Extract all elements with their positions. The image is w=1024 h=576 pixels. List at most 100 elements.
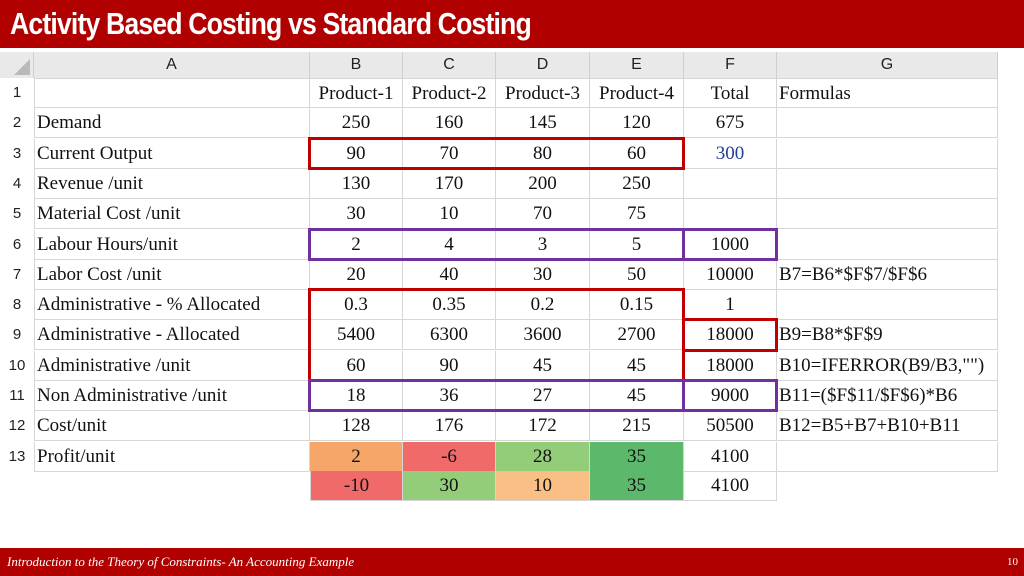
row-header-2[interactable]: 2 — [0, 108, 34, 139]
cell-e11[interactable]: 45 — [590, 381, 684, 411]
cell-d3[interactable]: 80 — [496, 138, 590, 169]
cell-c10[interactable]: 90 — [403, 350, 496, 381]
cell-a11[interactable]: Non Administrative /unit — [34, 381, 310, 411]
cell-c7[interactable]: 40 — [403, 259, 496, 290]
cell-g2[interactable] — [777, 108, 998, 139]
cell-g3[interactable] — [777, 138, 998, 169]
cell-e1[interactable]: Product-4 — [590, 78, 684, 108]
cell-a4[interactable]: Revenue /unit — [34, 168, 310, 199]
cell-c6[interactable]: 4 — [403, 229, 496, 260]
cell-f5[interactable] — [684, 199, 777, 230]
cell-d7[interactable]: 30 — [496, 259, 590, 290]
cell-e10[interactable]: 45 — [590, 350, 684, 381]
extra-row-cell-e[interactable]: 35 — [590, 470, 684, 501]
cell-a9[interactable]: Administrative - Allocated — [34, 320, 310, 351]
cell-c5[interactable]: 10 — [403, 199, 496, 230]
cell-d8[interactable]: 0.2 — [496, 290, 590, 321]
row-header-12[interactable]: 12 — [0, 411, 34, 442]
column-header-b[interactable]: B — [310, 52, 403, 78]
cell-f7[interactable]: 10000 — [684, 259, 777, 290]
cell-d9[interactable]: 3600 — [496, 320, 590, 351]
row-header-13[interactable]: 13 — [0, 441, 34, 472]
cell-c12[interactable]: 176 — [403, 411, 496, 442]
row-header-10[interactable]: 10 — [0, 350, 34, 381]
cell-c4[interactable]: 170 — [403, 168, 496, 199]
cell-f4[interactable] — [684, 168, 777, 199]
cell-d11[interactable]: 27 — [496, 381, 590, 411]
row-header-9[interactable]: 9 — [0, 320, 34, 351]
column-header-g[interactable]: G — [777, 52, 998, 78]
cell-c9[interactable]: 6300 — [403, 320, 496, 351]
row-header-8[interactable]: 8 — [0, 290, 34, 321]
row-header-5[interactable]: 5 — [0, 199, 34, 230]
cell-g13[interactable] — [777, 441, 998, 472]
cell-f12[interactable]: 50500 — [684, 411, 777, 442]
cell-e9[interactable]: 2700 — [590, 320, 684, 351]
cell-b12[interactable]: 128 — [310, 411, 403, 442]
extra-row-cell-c[interactable]: 30 — [403, 470, 496, 501]
column-header-a[interactable]: A — [34, 52, 310, 78]
cell-a1[interactable] — [34, 78, 310, 108]
cell-b5[interactable]: 30 — [310, 199, 403, 230]
cell-b4[interactable]: 130 — [310, 168, 403, 199]
cell-g10[interactable]: B10=IFERROR(B9/B3,"") — [777, 350, 998, 381]
cell-c13[interactable]: -6 — [403, 441, 496, 472]
cell-a6[interactable]: Labour Hours/unit — [34, 229, 310, 260]
cell-g7[interactable]: B7=B6*$F$7/$F$6 — [777, 259, 998, 290]
cell-f11[interactable]: 9000 — [684, 381, 777, 411]
cell-b2[interactable]: 250 — [310, 108, 403, 139]
extra-row-cell-f[interactable]: 4100 — [684, 470, 777, 501]
cell-d10[interactable]: 45 — [496, 350, 590, 381]
cell-c11[interactable]: 36 — [403, 381, 496, 411]
cell-b3[interactable]: 90 — [310, 138, 403, 169]
cell-c2[interactable]: 160 — [403, 108, 496, 139]
cell-b11[interactable]: 18 — [310, 381, 403, 411]
cell-d12[interactable]: 172 — [496, 411, 590, 442]
cell-f2[interactable]: 675 — [684, 108, 777, 139]
cell-a8[interactable]: Administrative - % Allocated — [34, 290, 310, 321]
cell-f3[interactable]: 300 — [684, 138, 777, 169]
column-header-f[interactable]: F — [684, 52, 777, 78]
cell-a10[interactable]: Administrative /unit — [34, 350, 310, 381]
cell-f10[interactable]: 18000 — [684, 350, 777, 381]
extra-row-cell-d[interactable]: 10 — [496, 470, 590, 501]
row-header-6[interactable]: 6 — [0, 229, 34, 260]
cell-g5[interactable] — [777, 199, 998, 230]
cell-b1[interactable]: Product-1 — [310, 78, 403, 108]
cell-d1[interactable]: Product-3 — [496, 78, 590, 108]
cell-g12[interactable]: B12=B5+B7+B10+B11 — [777, 411, 998, 442]
cell-f1[interactable]: Total — [684, 78, 777, 108]
row-header-7[interactable]: 7 — [0, 259, 34, 290]
select-all-corner[interactable] — [0, 52, 34, 78]
cell-e3[interactable]: 60 — [590, 138, 684, 169]
row-header-1[interactable]: 1 — [0, 78, 34, 108]
cell-g1[interactable]: Formulas — [777, 78, 998, 108]
cell-g8[interactable] — [777, 290, 998, 321]
row-header-11[interactable]: 11 — [0, 381, 34, 411]
cell-g4[interactable] — [777, 168, 998, 199]
cell-e8[interactable]: 0.15 — [590, 290, 684, 321]
cell-e5[interactable]: 75 — [590, 199, 684, 230]
cell-g11[interactable]: B11=($F$11/$F$6)*B6 — [777, 381, 998, 411]
row-header-4[interactable]: 4 — [0, 168, 34, 199]
cell-f13[interactable]: 4100 — [684, 441, 777, 472]
cell-d13[interactable]: 28 — [496, 441, 590, 472]
cell-b13[interactable]: 2 — [310, 441, 403, 472]
cell-b7[interactable]: 20 — [310, 259, 403, 290]
cell-c8[interactable]: 0.35 — [403, 290, 496, 321]
column-header-d[interactable]: D — [496, 52, 590, 78]
row-header-3[interactable]: 3 — [0, 138, 34, 169]
cell-c1[interactable]: Product-2 — [403, 78, 496, 108]
cell-b8[interactable]: 0.3 — [310, 290, 403, 321]
cell-d5[interactable]: 70 — [496, 199, 590, 230]
cell-d4[interactable]: 200 — [496, 168, 590, 199]
cell-g6[interactable] — [777, 229, 998, 260]
cell-e2[interactable]: 120 — [590, 108, 684, 139]
cell-a3[interactable]: Current Output — [34, 138, 310, 169]
cell-g9[interactable]: B9=B8*$F$9 — [777, 320, 998, 351]
cell-b9[interactable]: 5400 — [310, 320, 403, 351]
cell-d2[interactable]: 145 — [496, 108, 590, 139]
cell-f8[interactable]: 1 — [684, 290, 777, 321]
cell-e13[interactable]: 35 — [590, 441, 684, 472]
cell-a12[interactable]: Cost/unit — [34, 411, 310, 442]
